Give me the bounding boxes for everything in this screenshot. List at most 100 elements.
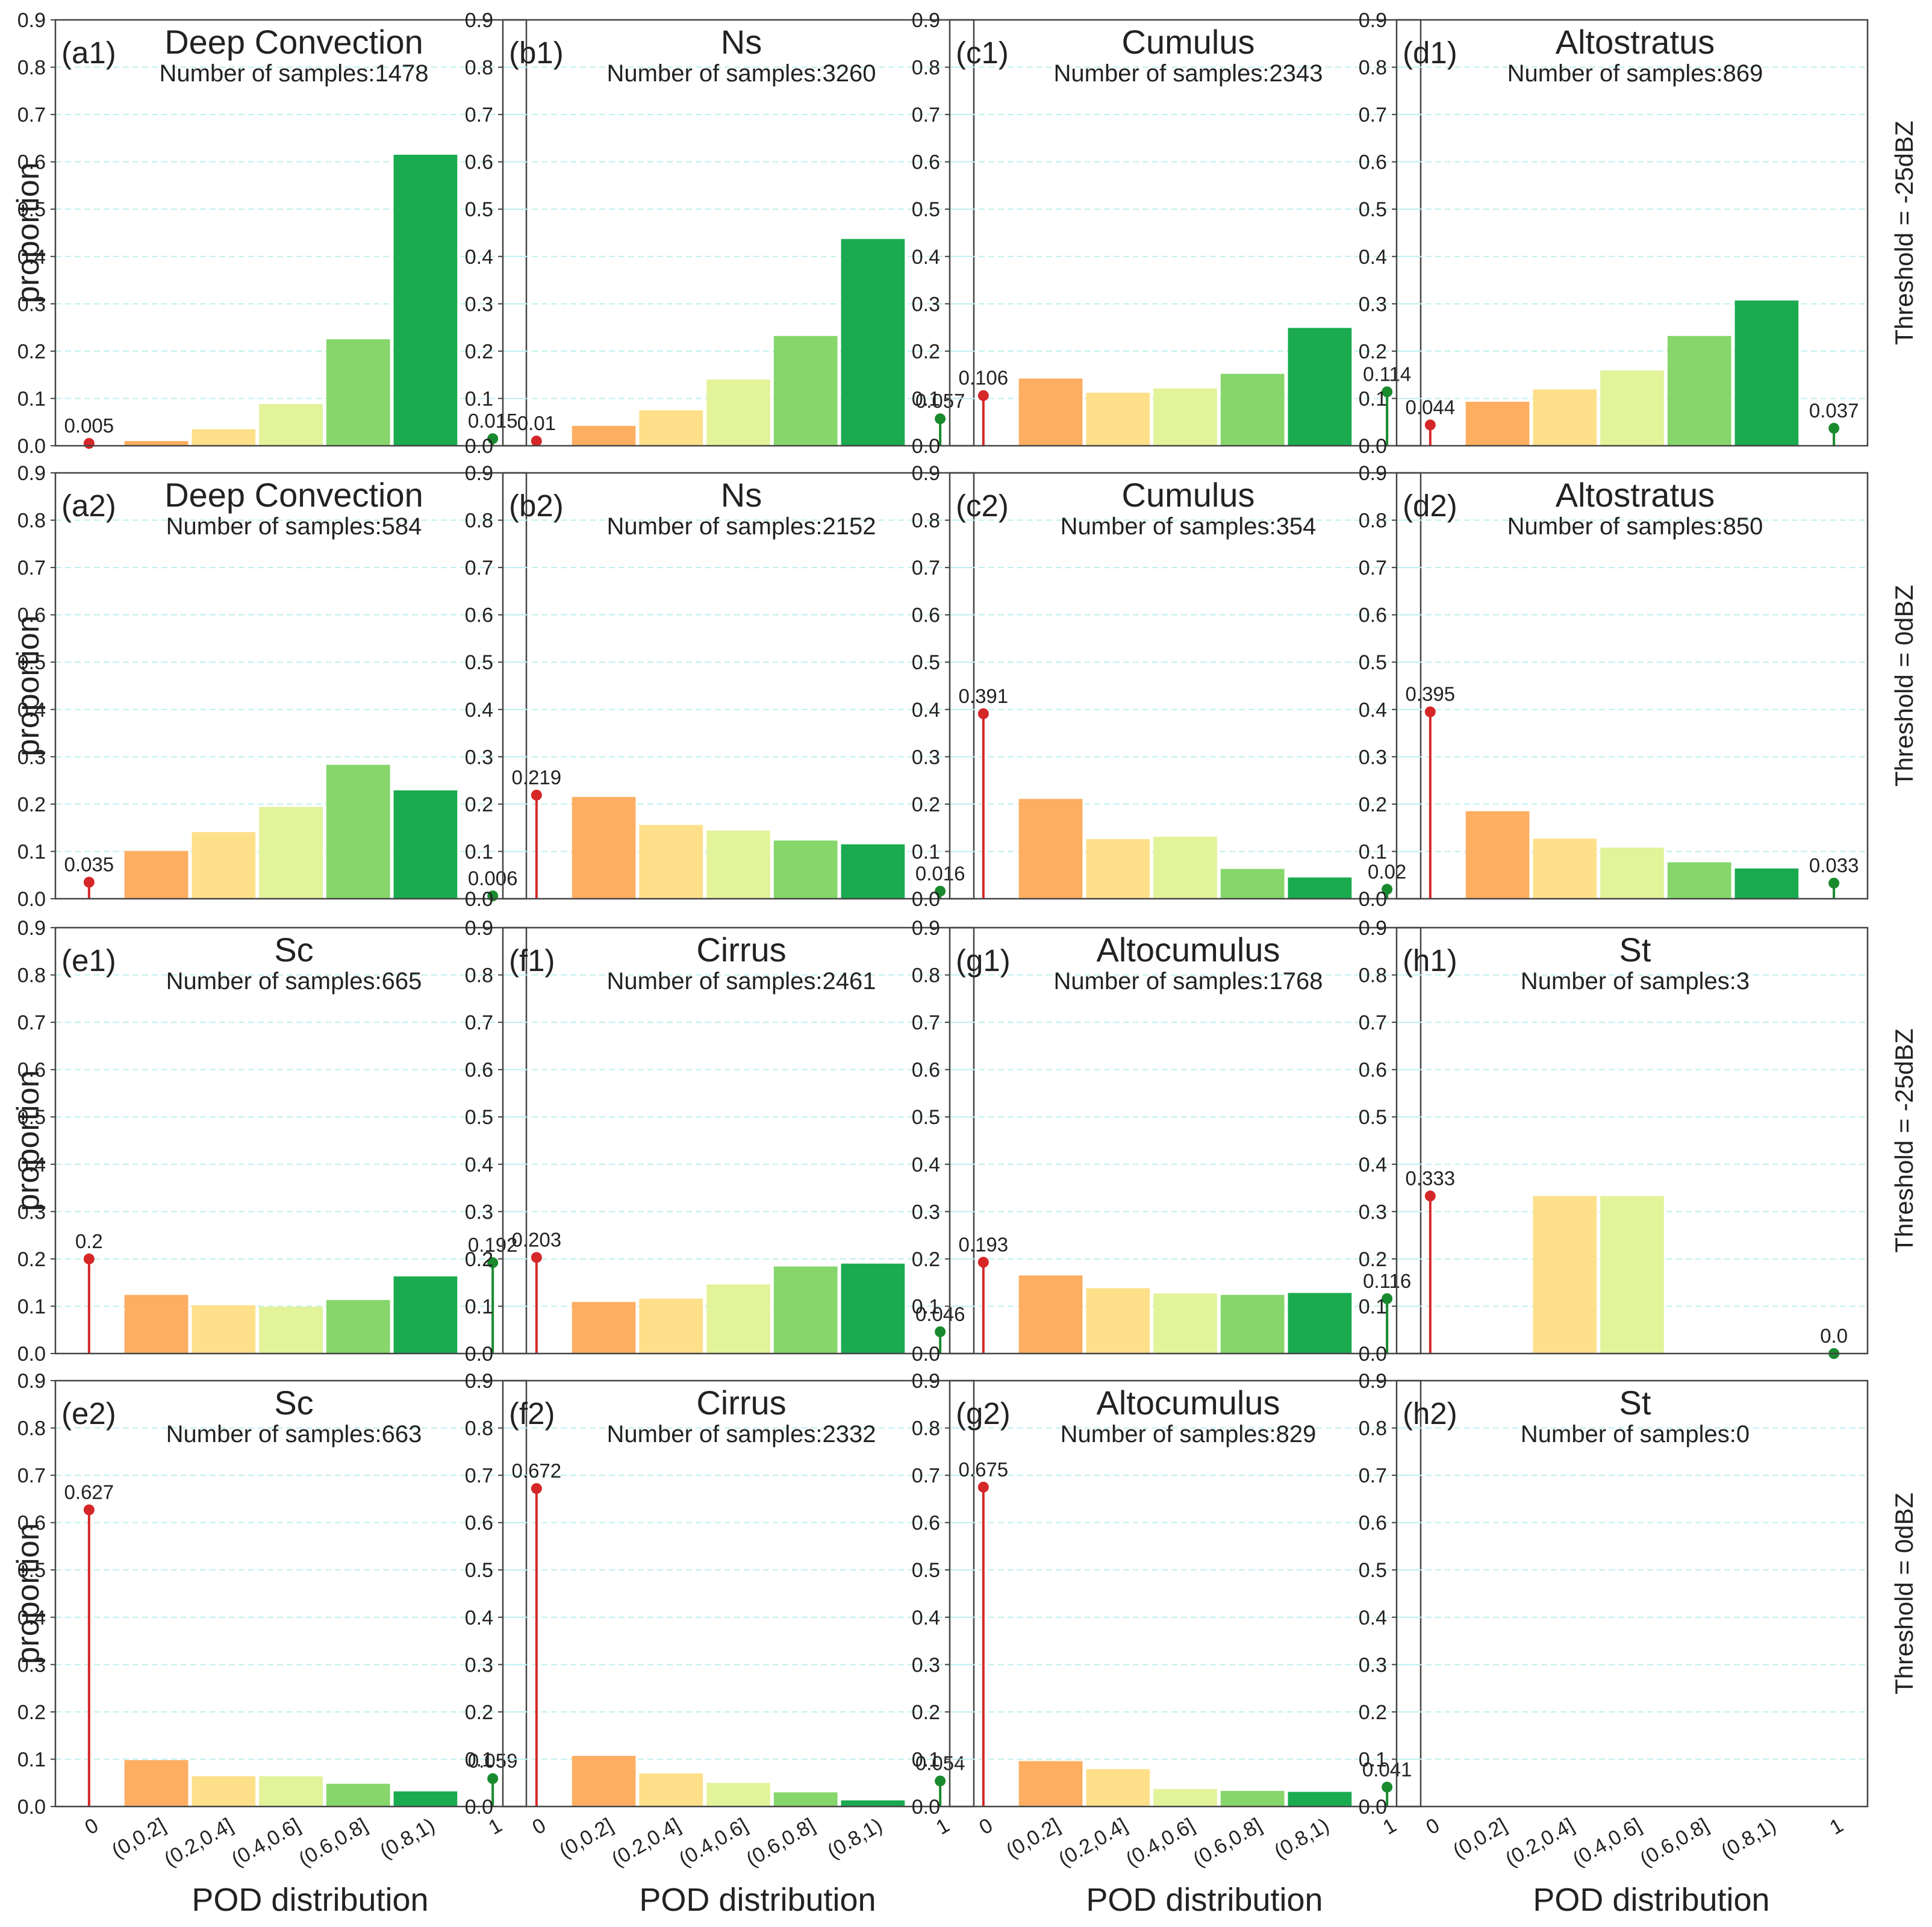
y-tick-label: 0.4 <box>1359 1154 1387 1176</box>
panel-subtitle: Number of samples:584 <box>166 513 422 540</box>
panel-frame <box>502 472 975 900</box>
y-tick-label: 0.9 <box>912 917 940 940</box>
y-tick-label: 0.6 <box>912 151 940 174</box>
y-tick-label: 0.3 <box>465 1654 493 1676</box>
bar-(0.2,0.4] <box>639 825 703 899</box>
y-tick-label: 0.3 <box>912 293 940 316</box>
stem-marker-one <box>1828 422 1840 434</box>
y-tick-label: 0.5 <box>17 198 46 221</box>
panel-title: Cirrus <box>696 931 786 969</box>
panel-frame <box>54 926 528 1355</box>
stem-marker-one <box>1382 884 1393 895</box>
panel-title: Sc <box>274 931 313 969</box>
stem-value-label-one: 0.114 <box>1363 363 1411 385</box>
y-tick-label: 0.9 <box>465 9 493 32</box>
x-tick-label: (0.8,1) <box>823 1814 886 1863</box>
y-tick-label: 0.5 <box>912 1106 940 1129</box>
panel-subtitle: Number of samples:2343 <box>1054 60 1323 87</box>
bar-(0,0.2] <box>1018 1761 1083 1807</box>
stem-marker-zero <box>1424 1190 1436 1202</box>
y-tick-label: 0.6 <box>17 151 46 174</box>
stem-value-label-one: 0.059 <box>468 1750 518 1772</box>
y-tick-label: 0.5 <box>912 198 940 221</box>
x-axis-label: POD distribution <box>1086 1882 1323 1918</box>
bar-(0,0.2] <box>124 1295 189 1354</box>
y-tick-label: 0.0 <box>1359 1796 1387 1819</box>
row-threshold-label: Threshold = -25dBZ <box>1890 1028 1918 1252</box>
bar-(0,0.2] <box>124 1760 189 1807</box>
bar-(0.4,0.6] <box>1153 388 1217 446</box>
bar-(0.6,0.8] <box>773 336 838 446</box>
stem-marker-zero <box>977 390 989 401</box>
panel-frame <box>949 19 1422 447</box>
y-tick-label: 0.7 <box>912 557 940 579</box>
row-threshold-label: Threshold = 0dBZ <box>1890 1493 1918 1694</box>
bar-(0.8,1) <box>393 1791 458 1807</box>
panel-title: St <box>1619 1384 1651 1422</box>
x-axis-label: POD distribution <box>639 1882 876 1918</box>
stem-marker-zero <box>977 1257 989 1268</box>
bar-(0.8,1) <box>1734 868 1799 899</box>
y-tick-label: 0.2 <box>17 793 46 816</box>
y-tick-label: 0.3 <box>465 746 493 769</box>
y-tick-label: 0.9 <box>1359 1370 1387 1393</box>
y-tick-label: 0.4 <box>912 246 940 269</box>
y-tick-label: 0.8 <box>465 510 493 533</box>
stem-marker-one <box>487 1773 499 1784</box>
y-tick-label: 0.8 <box>1359 964 1387 987</box>
stem-value-label-one: 0.046 <box>915 1303 965 1325</box>
y-axis-label: proportion <box>11 1070 46 1211</box>
x-tick-label: (0.2,0.4] <box>608 1814 684 1871</box>
y-tick-label: 0.3 <box>1359 1201 1387 1223</box>
stem-marker-zero <box>531 1483 542 1494</box>
bar-(0.2,0.4] <box>1533 1196 1597 1354</box>
y-tick-label: 0.4 <box>912 1154 940 1176</box>
stem-marker-zero <box>83 1504 95 1516</box>
stem-marker-one <box>1828 878 1840 889</box>
y-tick-label: 0.8 <box>912 964 940 987</box>
y-tick-label: 0.1 <box>1359 1748 1387 1771</box>
bar-(0.6,0.8] <box>1220 869 1285 899</box>
stem-marker-zero <box>83 876 95 888</box>
panel-frame <box>949 1379 1422 1808</box>
y-tick-label: 0.0 <box>912 1796 940 1819</box>
bar-(0.6,0.8] <box>326 764 390 899</box>
bar-(0.6,0.8] <box>773 840 838 899</box>
panel-title: Cumulus <box>1122 23 1255 61</box>
stem-value-label-one: 0.02 <box>1368 860 1406 882</box>
y-tick-label: 0.5 <box>17 1559 46 1582</box>
panel-frame <box>502 1379 975 1808</box>
stem-value-label-one: 0.057 <box>915 390 965 412</box>
panel-frame <box>1395 19 1869 447</box>
y-tick-label: 0.0 <box>465 1343 493 1366</box>
x-tick-label: (0.8,1) <box>376 1814 438 1863</box>
panel-subtitle: Number of samples:663 <box>166 1421 422 1448</box>
y-tick-label: 0.7 <box>465 104 493 126</box>
y-tick-label: 0.0 <box>912 1343 940 1366</box>
y-tick-label: 0.6 <box>1359 604 1387 627</box>
bar-(0.2,0.4] <box>1086 393 1150 446</box>
bar-(0.4,0.6] <box>1153 1788 1217 1807</box>
x-tick-label: (0.2,0.4] <box>160 1814 237 1871</box>
panel-title: Ns <box>721 23 762 61</box>
x-tick-label: (0,0.2] <box>555 1814 617 1863</box>
y-tick-label: 0.8 <box>912 510 940 533</box>
x-tick-label: 1 <box>1826 1814 1847 1839</box>
y-tick-label: 0.2 <box>1359 1701 1387 1724</box>
panel-label: (c2) <box>956 489 1009 523</box>
x-tick-label: (0,0.2] <box>108 1814 169 1863</box>
bar-(0.8,1) <box>1734 300 1799 446</box>
y-tick-label: 0.6 <box>17 1059 46 1082</box>
y-tick-label: 0.7 <box>912 104 940 126</box>
y-tick-label: 0.5 <box>465 1559 493 1582</box>
panel-label: (c1) <box>956 36 1009 70</box>
y-tick-label: 0.1 <box>465 1295 493 1318</box>
y-tick-label: 0.7 <box>1359 1464 1387 1487</box>
panel-frame <box>1395 472 1869 900</box>
stem-marker-zero <box>977 1481 989 1493</box>
y-tick-label: 0.5 <box>912 651 940 674</box>
y-tick-label: 0.7 <box>17 557 46 579</box>
